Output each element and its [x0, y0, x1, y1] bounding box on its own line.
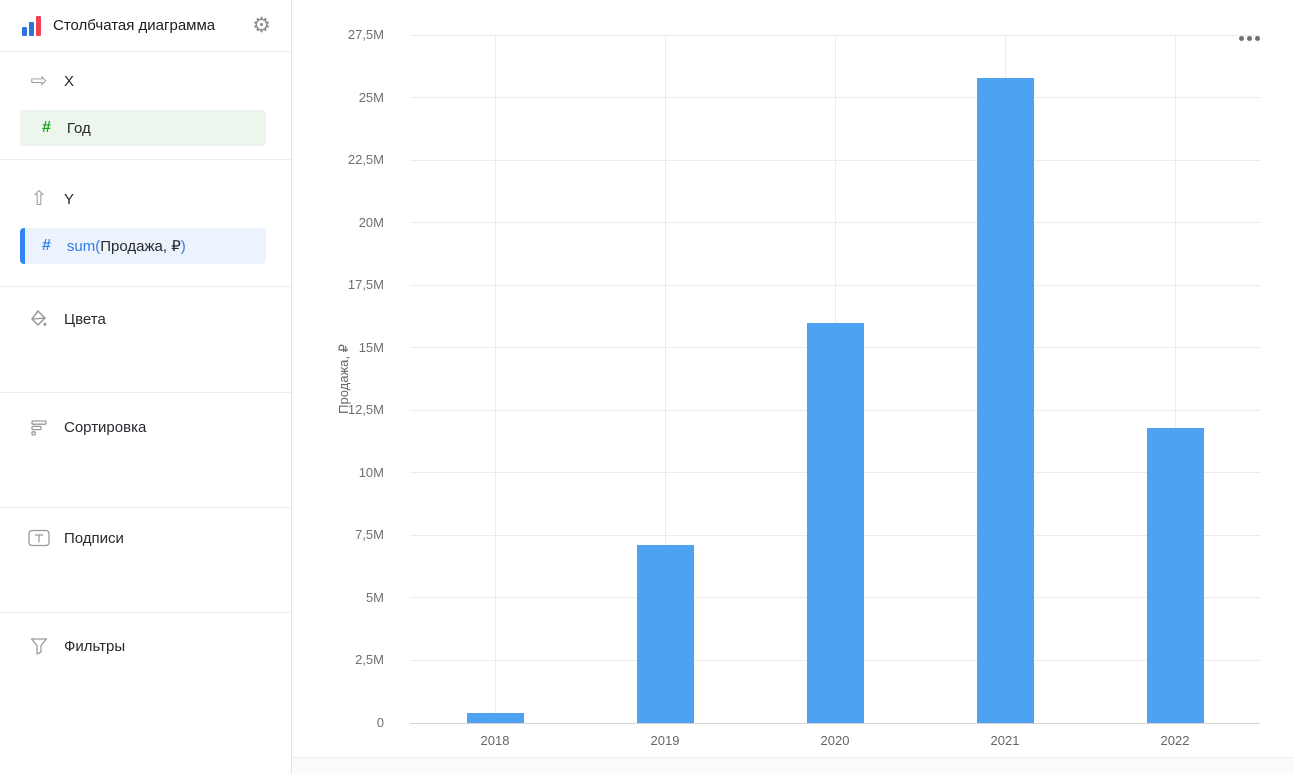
x-tick-label: 2018 [480, 733, 510, 748]
section-colors[interactable]: Цвета [0, 287, 291, 393]
gear-icon[interactable]: ⚙ [252, 14, 271, 37]
y-tick-label: 7,5M [355, 527, 384, 543]
section-sorting[interactable]: Сортировка [0, 393, 291, 508]
section-x: ⇨ X # Год [0, 52, 291, 160]
y-tick-label: 10M [358, 464, 384, 480]
sidebar-header: Столбчатая диаграмма ⚙ [0, 0, 291, 52]
field-chip-god[interactable]: # Год [20, 110, 266, 146]
arrow-right-icon: ⇨ [30, 70, 48, 92]
y-tick-label: 15M [358, 339, 384, 355]
bar-chart-type-icon[interactable] [22, 15, 41, 36]
chart-canvas: 0 2,5M 5M 7,5M 10M 12,5M 15M 17,5M 20M 22,5M 25M 27… [292, 0, 1294, 774]
chart-footer-divider [292, 757, 1294, 774]
section-colors-label: Цвета [64, 310, 106, 328]
arrow-up-icon: ⇧ [30, 188, 48, 210]
x-tick-label: 2019 [650, 733, 680, 748]
y-axis-title: Продажа, ₽ [336, 344, 351, 414]
bar[interactable] [806, 322, 864, 723]
formula-fn: sum( [66, 238, 101, 255]
paint-bucket-icon [28, 309, 50, 329]
y-tick-label: 22,5M [347, 152, 384, 168]
y-tick-label: 25M [358, 89, 384, 105]
x-tick-label: 2022 [1160, 733, 1190, 748]
number-field-icon: # [42, 119, 51, 136]
field-name: Год [66, 119, 91, 137]
bar[interactable] [636, 545, 694, 723]
y-tick-label: 27,5M [347, 27, 384, 42]
x-axis-line [410, 723, 1260, 724]
more-menu-icon[interactable] [1239, 36, 1260, 41]
section-y-header: ⇧ Y [28, 188, 266, 210]
formula-close: ) [180, 238, 186, 255]
x-gridline [664, 35, 666, 723]
y-tick-label: 12,5M [347, 402, 384, 418]
section-sorting-label: Сортировка [64, 418, 147, 436]
x-gridline [1174, 35, 1176, 723]
text-label-icon [28, 529, 50, 547]
x-gridline [494, 35, 496, 723]
field-formula: sum(Продажа, ₽) [67, 237, 186, 255]
y-tick-label: 0 [376, 715, 384, 730]
funnel-icon [28, 636, 50, 656]
section-y-label: Y [64, 190, 75, 208]
x-tick-label: 2021 [990, 733, 1020, 748]
bar[interactable] [976, 77, 1034, 723]
y-tick-label: 5M [365, 589, 384, 605]
section-x-label: X [64, 72, 75, 90]
chart-settings-sidebar: Столбчатая диаграмма ⚙ ⇨ X # Год ⇧ Y # s… [0, 0, 292, 774]
x-tick-label: 2020 [820, 733, 850, 748]
section-labels[interactable]: Подписи [0, 508, 291, 613]
formula-field-name: Продажа, ₽ [100, 238, 181, 255]
section-filters-label: Фильтры [64, 637, 126, 655]
section-labels-label: Подписи [64, 529, 124, 547]
section-y: ⇧ Y # sum(Продажа, ₽) [0, 160, 291, 287]
sort-icon [28, 417, 50, 437]
y-tick-label: 17,5M [347, 277, 384, 293]
section-x-header: ⇨ X [28, 70, 266, 92]
number-field-icon: # [42, 237, 51, 254]
section-filters[interactable]: Фильтры [0, 613, 291, 774]
field-chip-sum-prodazha[interactable]: # sum(Продажа, ₽) [20, 228, 266, 264]
y-tick-label: 2,5M [355, 652, 384, 668]
bar[interactable] [1146, 427, 1204, 723]
y-tick-label: 20M [358, 214, 384, 230]
chart-type-title: Столбчатая диаграмма [53, 17, 216, 34]
bar[interactable] [466, 712, 524, 723]
